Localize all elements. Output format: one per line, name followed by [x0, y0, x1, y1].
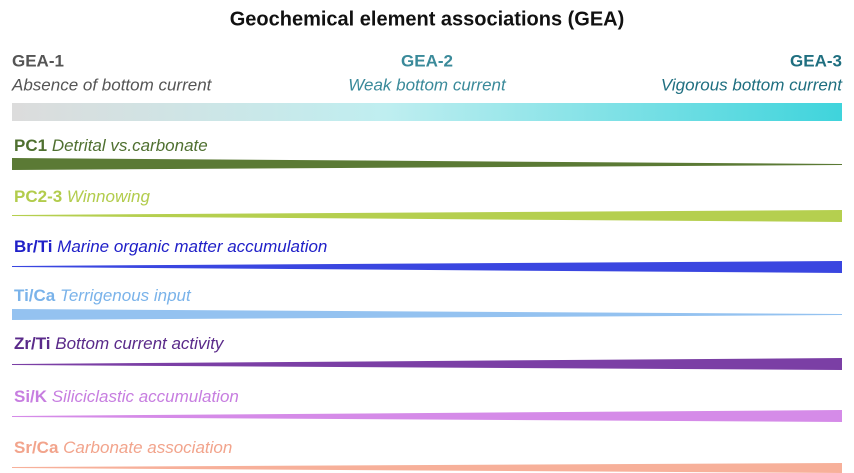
gradient-bar [12, 103, 842, 121]
wedge [12, 158, 842, 170]
proxy-description: Siliciclastic accumulation [52, 387, 239, 406]
proxy-label: Br/Ti Marine organic matter accumulation [14, 237, 327, 256]
proxy-description: Terrigenous input [60, 286, 192, 305]
proxy-label: PC2-3 Winnowing [14, 187, 150, 206]
proxy-description: Marine organic matter accumulation [57, 237, 327, 256]
proxy-label: Si/K Siliciclastic accumulation [14, 387, 239, 406]
wedge [12, 410, 842, 422]
gea-description: Absence of bottom current [11, 75, 213, 94]
proxy-description: Detrital vs.carbonate [52, 136, 208, 155]
gea-description: Weak bottom current [348, 75, 507, 94]
wedge [12, 358, 842, 370]
proxy-code: PC2-3 [14, 187, 62, 206]
proxy-code: Sr/Ca [14, 438, 59, 457]
gea-code: GEA-3 [790, 51, 842, 70]
proxy-code: Ti/Ca [14, 286, 56, 305]
wedge [12, 261, 842, 273]
proxy-label: Zr/Ti Bottom current activity [14, 334, 225, 353]
proxy-label: Sr/Ca Carbonate association [14, 438, 232, 457]
proxy-code: Br/Ti [14, 237, 52, 256]
wedge [12, 463, 842, 473]
gea-code: GEA-1 [12, 51, 64, 70]
proxy-code: Si/K [14, 387, 48, 406]
proxy-description: Winnowing [67, 187, 151, 206]
wedge [12, 210, 842, 222]
proxy-description: Carbonate association [63, 438, 232, 457]
wedge [12, 309, 842, 320]
proxy-code: PC1 [14, 136, 47, 155]
proxy-code: Zr/Ti [14, 334, 51, 353]
proxy-label: PC1 Detrital vs.carbonate [14, 136, 208, 155]
proxy-label: Ti/Ca Terrigenous input [14, 286, 192, 305]
title: Geochemical element associations (GEA) [230, 8, 625, 30]
gea-code: GEA-2 [401, 51, 453, 70]
gea-description: Vigorous bottom current [661, 75, 843, 94]
proxy-description: Bottom current activity [55, 334, 225, 353]
